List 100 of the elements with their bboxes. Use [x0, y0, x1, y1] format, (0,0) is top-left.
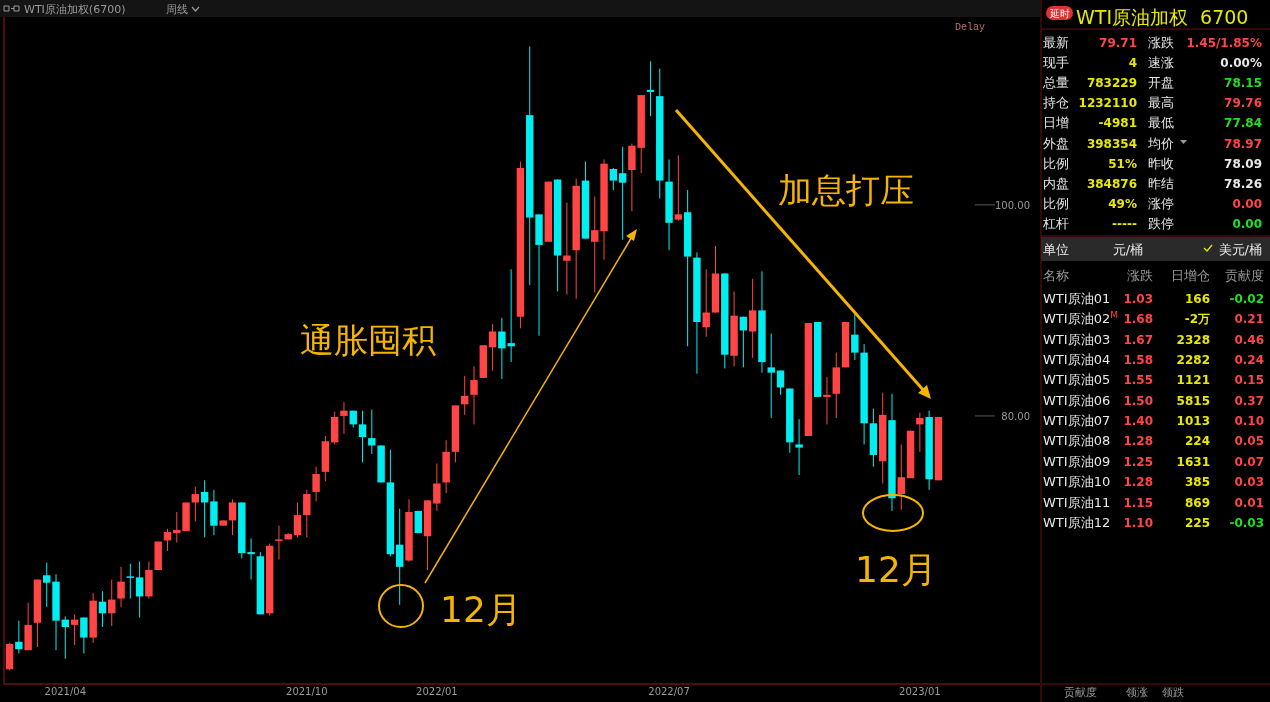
text: WTI原油06	[1043, 392, 1111, 408]
text: 比例	[1043, 155, 1069, 171]
candlestick	[117, 566, 125, 608]
annotation: 通胀囤积	[300, 320, 436, 360]
text: 2282	[1176, 353, 1210, 368]
text: 1.67	[1123, 332, 1153, 347]
text: 贡献度	[1225, 268, 1264, 283]
x-tick-label: 2021/04	[44, 686, 87, 697]
text: 0.21	[1234, 312, 1264, 327]
text: 开盘	[1148, 75, 1174, 91]
text: Delay	[954, 22, 985, 33]
text: 1121	[1176, 373, 1210, 388]
text: 869	[1184, 495, 1210, 510]
candlestick	[618, 146, 627, 241]
text: 1.50	[1123, 393, 1153, 408]
x-tick-label: 2023/01	[899, 686, 941, 697]
text: 1.15	[1123, 495, 1153, 510]
candlestick	[916, 412, 924, 453]
x-tick-label: 2022/01	[416, 686, 458, 697]
text: 0.46	[1234, 332, 1264, 347]
text: WTI原油02$^{M}$	[1043, 310, 1119, 327]
candlestick	[795, 418, 803, 476]
text: 0.37	[1234, 393, 1264, 408]
annotation: 12月	[855, 549, 937, 590]
text: WTI原油03	[1043, 331, 1111, 347]
candlestick	[776, 370, 785, 396]
text: 比例	[1043, 195, 1069, 211]
text: 225	[1184, 515, 1210, 530]
text: 5815	[1176, 393, 1210, 408]
annotation: 12月	[440, 589, 522, 630]
text: 78.26	[1224, 176, 1262, 191]
text: WTI原油07	[1043, 413, 1111, 429]
candlestick	[340, 401, 348, 435]
text: 1.28	[1123, 475, 1153, 490]
text: 1.58	[1123, 353, 1153, 368]
text: WTI原油08	[1043, 433, 1111, 449]
text: 78.97	[1224, 136, 1262, 151]
text: 内盘	[1043, 175, 1069, 191]
text: WTI原油05	[1043, 372, 1111, 388]
text: 杠杆	[1042, 215, 1069, 231]
candlestick	[470, 365, 478, 425]
candlestick	[702, 268, 710, 338]
text: 398354	[1086, 136, 1137, 151]
candlestick	[135, 561, 144, 619]
text: 1.45/1.85%	[1186, 36, 1262, 50]
candlestick	[293, 501, 302, 538]
candlestick	[674, 154, 683, 222]
text: -0.03	[1229, 515, 1264, 530]
text: 美元/桶	[1218, 242, 1262, 257]
text: 79.71	[1099, 36, 1137, 50]
candlestick	[43, 562, 51, 608]
text: 0.15	[1234, 373, 1264, 388]
candlestick	[80, 617, 88, 654]
text: 49%	[1108, 196, 1137, 211]
text: 1232110	[1078, 96, 1137, 111]
text: 名称	[1043, 268, 1069, 283]
text: 日增仓	[1171, 268, 1210, 283]
candlestick	[312, 466, 320, 502]
text: 783229	[1086, 76, 1137, 91]
x-tick-label: 2022/07	[648, 686, 690, 697]
text: WTI原油10	[1043, 474, 1111, 490]
text: 224	[1184, 434, 1210, 449]
text: 0.03	[1234, 475, 1264, 490]
text: -0.02	[1229, 292, 1264, 306]
text: 2328	[1176, 332, 1210, 347]
candlestick	[228, 498, 237, 536]
text: 77.84	[1224, 116, 1262, 131]
candlestick	[98, 590, 107, 628]
text: -----	[1112, 216, 1138, 231]
text: 最高	[1148, 95, 1174, 111]
text: 日增	[1043, 115, 1069, 131]
chart-title: WTI原油加权(6700)	[24, 3, 126, 16]
text: 385	[1184, 475, 1210, 490]
candlestick	[70, 613, 79, 646]
candlestick	[303, 489, 311, 538]
text: WTI原油12	[1043, 514, 1111, 530]
text: 1631	[1176, 454, 1210, 469]
text: WTI原油09	[1043, 453, 1111, 469]
y-tick-label: 100.00	[995, 199, 1030, 211]
text: 跌停	[1148, 215, 1174, 231]
candlestick	[126, 563, 135, 600]
text: 领涨	[1126, 686, 1148, 699]
text: 79.76	[1224, 96, 1262, 111]
candlestick	[897, 443, 905, 511]
text: 总量	[1042, 75, 1069, 91]
text: 51%	[1108, 156, 1137, 171]
text: 1013	[1176, 414, 1210, 429]
text: 78.15	[1224, 76, 1262, 91]
candlestick	[200, 479, 209, 538]
candlestick	[395, 508, 404, 606]
text: 贡献度	[1063, 686, 1097, 699]
text: 昨收	[1148, 155, 1174, 171]
text: 0.01	[1234, 495, 1264, 510]
text: 速涨	[1148, 55, 1174, 71]
candlestick	[609, 167, 618, 191]
text: 涨跌	[1148, 35, 1174, 50]
text: 持仓	[1043, 95, 1069, 111]
text: 领跌	[1162, 686, 1184, 699]
text: WTI原油04	[1043, 352, 1111, 368]
text: 最低	[1148, 115, 1174, 131]
